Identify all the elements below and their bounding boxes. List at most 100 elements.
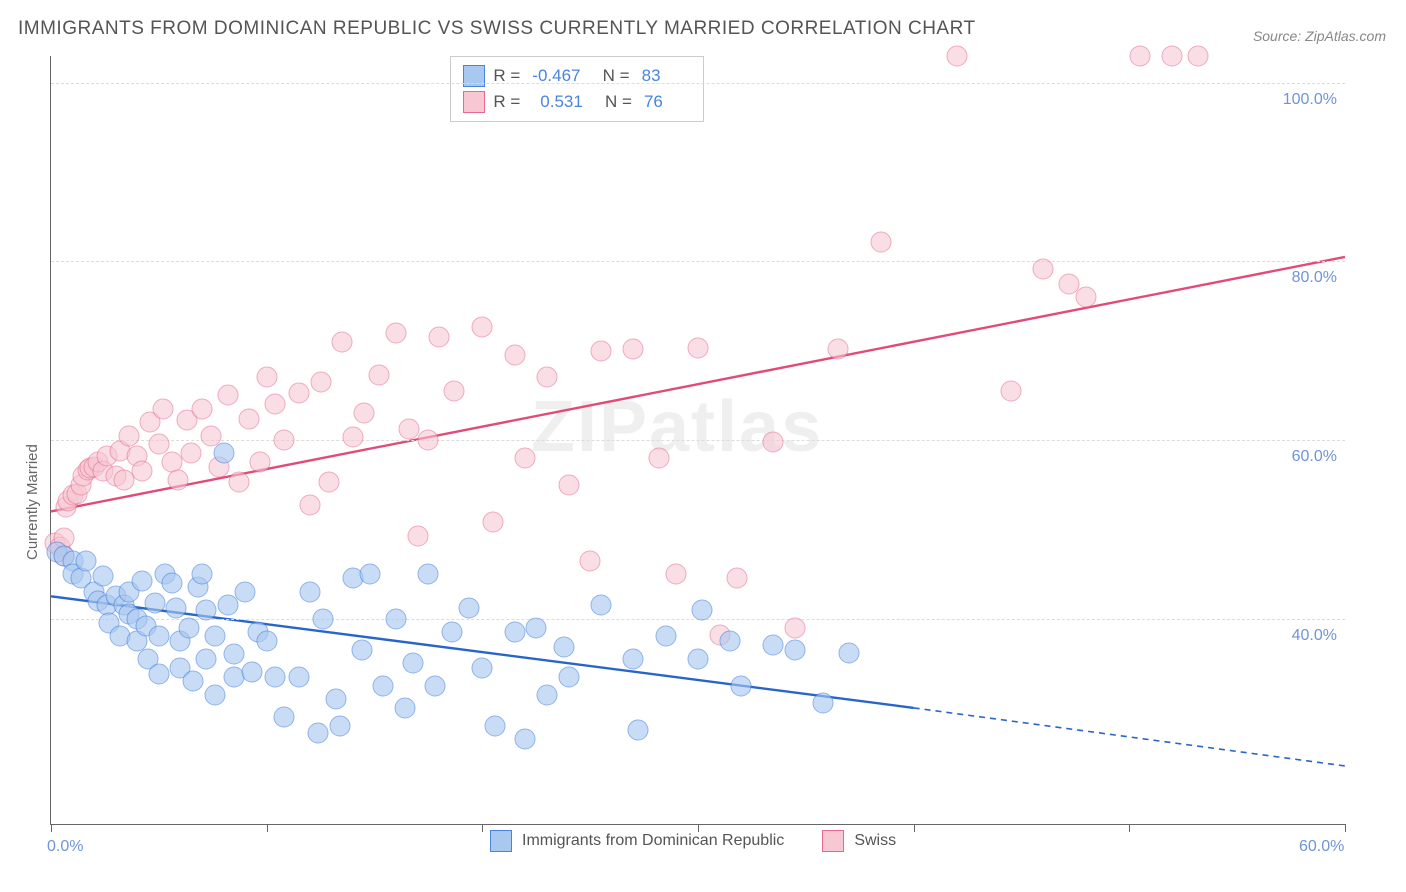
- data-point-pink: [239, 409, 260, 430]
- data-point-pink: [200, 425, 221, 446]
- legend-swatch-pink: [822, 830, 844, 852]
- data-point-blue: [241, 662, 262, 683]
- y-tick-label: 40.0%: [1292, 627, 1337, 645]
- data-point-blue: [213, 443, 234, 464]
- data-point-pink: [504, 345, 525, 366]
- data-point-blue: [692, 599, 713, 620]
- legend-label-pink: Swiss: [854, 832, 896, 850]
- data-point-blue: [688, 648, 709, 669]
- data-point-blue: [590, 595, 611, 616]
- data-point-blue: [204, 684, 225, 705]
- x-tick-label: 60.0%: [1299, 838, 1344, 856]
- data-point-blue: [204, 626, 225, 647]
- data-point-blue: [394, 697, 415, 718]
- data-point-pink: [217, 385, 238, 406]
- data-point-pink: [148, 434, 169, 455]
- data-point-pink: [726, 568, 747, 589]
- data-point-pink: [946, 46, 967, 67]
- data-point-pink: [472, 316, 493, 337]
- legend-label-blue: Immigrants from Dominican Republic: [522, 832, 784, 850]
- data-point-blue: [515, 729, 536, 750]
- data-point-blue: [731, 675, 752, 696]
- data-point-blue: [183, 671, 204, 692]
- y-tick-label: 80.0%: [1292, 269, 1337, 287]
- data-point-pink: [250, 452, 271, 473]
- data-point-pink: [191, 398, 212, 419]
- data-point-blue: [224, 644, 245, 665]
- data-point-pink: [623, 338, 644, 359]
- data-point-blue: [504, 622, 525, 643]
- legend-r-label: R =: [493, 89, 520, 115]
- data-point-pink: [429, 327, 450, 348]
- data-point-blue: [485, 715, 506, 736]
- data-point-pink: [407, 526, 428, 547]
- x-tick-mark: [51, 824, 52, 832]
- data-point-blue: [191, 563, 212, 584]
- legend-swatch-blue: [490, 830, 512, 852]
- data-point-blue: [148, 663, 169, 684]
- data-point-blue: [785, 639, 806, 660]
- data-point-pink: [483, 512, 504, 533]
- data-point-pink: [299, 495, 320, 516]
- data-point-blue: [655, 626, 676, 647]
- data-point-pink: [319, 471, 340, 492]
- data-point-pink: [265, 394, 286, 415]
- data-point-pink: [590, 340, 611, 361]
- data-point-pink: [228, 471, 249, 492]
- data-point-blue: [75, 550, 96, 571]
- legend-n-label: N =: [591, 89, 632, 115]
- data-point-blue: [403, 653, 424, 674]
- data-point-blue: [459, 597, 480, 618]
- data-point-blue: [558, 666, 579, 687]
- data-point-blue: [424, 675, 445, 696]
- plot-area: ZIPatlas R =-0.467 N =83 R =0.531 N =76 …: [50, 56, 1345, 825]
- data-point-blue: [235, 581, 256, 602]
- y-tick-label: 100.0%: [1283, 91, 1337, 109]
- data-point-blue: [92, 565, 113, 586]
- data-point-blue: [217, 595, 238, 616]
- data-point-pink: [332, 331, 353, 352]
- data-point-blue: [373, 675, 394, 696]
- data-point-pink: [444, 380, 465, 401]
- data-point-blue: [351, 639, 372, 660]
- legend-pink-r: 0.531: [528, 89, 583, 115]
- data-point-blue: [196, 648, 217, 669]
- data-point-pink: [153, 398, 174, 419]
- data-point-blue: [472, 657, 493, 678]
- data-point-pink: [580, 550, 601, 571]
- data-point-blue: [386, 608, 407, 629]
- data-point-pink: [688, 338, 709, 359]
- chart-title: IMMIGRANTS FROM DOMINICAN REPUBLIC VS SW…: [18, 18, 976, 40]
- data-point-blue: [256, 630, 277, 651]
- y-axis-label: Currently Married: [24, 444, 41, 560]
- data-point-blue: [161, 572, 182, 593]
- correlation-legend: R =-0.467 N =83 R =0.531 N =76: [450, 56, 704, 122]
- data-point-pink: [310, 371, 331, 392]
- data-point-blue: [627, 720, 648, 741]
- data-point-blue: [720, 630, 741, 651]
- data-point-pink: [558, 474, 579, 495]
- data-point-blue: [623, 648, 644, 669]
- data-point-pink: [131, 461, 152, 482]
- data-point-pink: [1130, 46, 1151, 67]
- data-point-pink: [871, 231, 892, 252]
- data-point-blue: [196, 599, 217, 620]
- legend-blue-r: -0.467: [528, 63, 580, 89]
- chart-container: IMMIGRANTS FROM DOMINICAN REPUBLIC VS SW…: [0, 0, 1406, 892]
- data-point-pink: [1188, 46, 1209, 67]
- data-point-blue: [813, 693, 834, 714]
- data-point-pink: [353, 403, 374, 424]
- data-point-blue: [360, 563, 381, 584]
- legend-row-blue: R =-0.467 N =83: [463, 63, 663, 89]
- gridline: [51, 440, 1345, 441]
- data-point-blue: [308, 722, 329, 743]
- x-tick-mark: [482, 824, 483, 832]
- data-point-pink: [418, 430, 439, 451]
- data-point-blue: [418, 563, 439, 584]
- data-point-blue: [838, 642, 859, 663]
- data-point-pink: [273, 430, 294, 451]
- data-point-blue: [312, 608, 333, 629]
- data-point-blue: [554, 637, 575, 658]
- x-tick-label: 0.0%: [47, 838, 83, 856]
- data-point-pink: [763, 431, 784, 452]
